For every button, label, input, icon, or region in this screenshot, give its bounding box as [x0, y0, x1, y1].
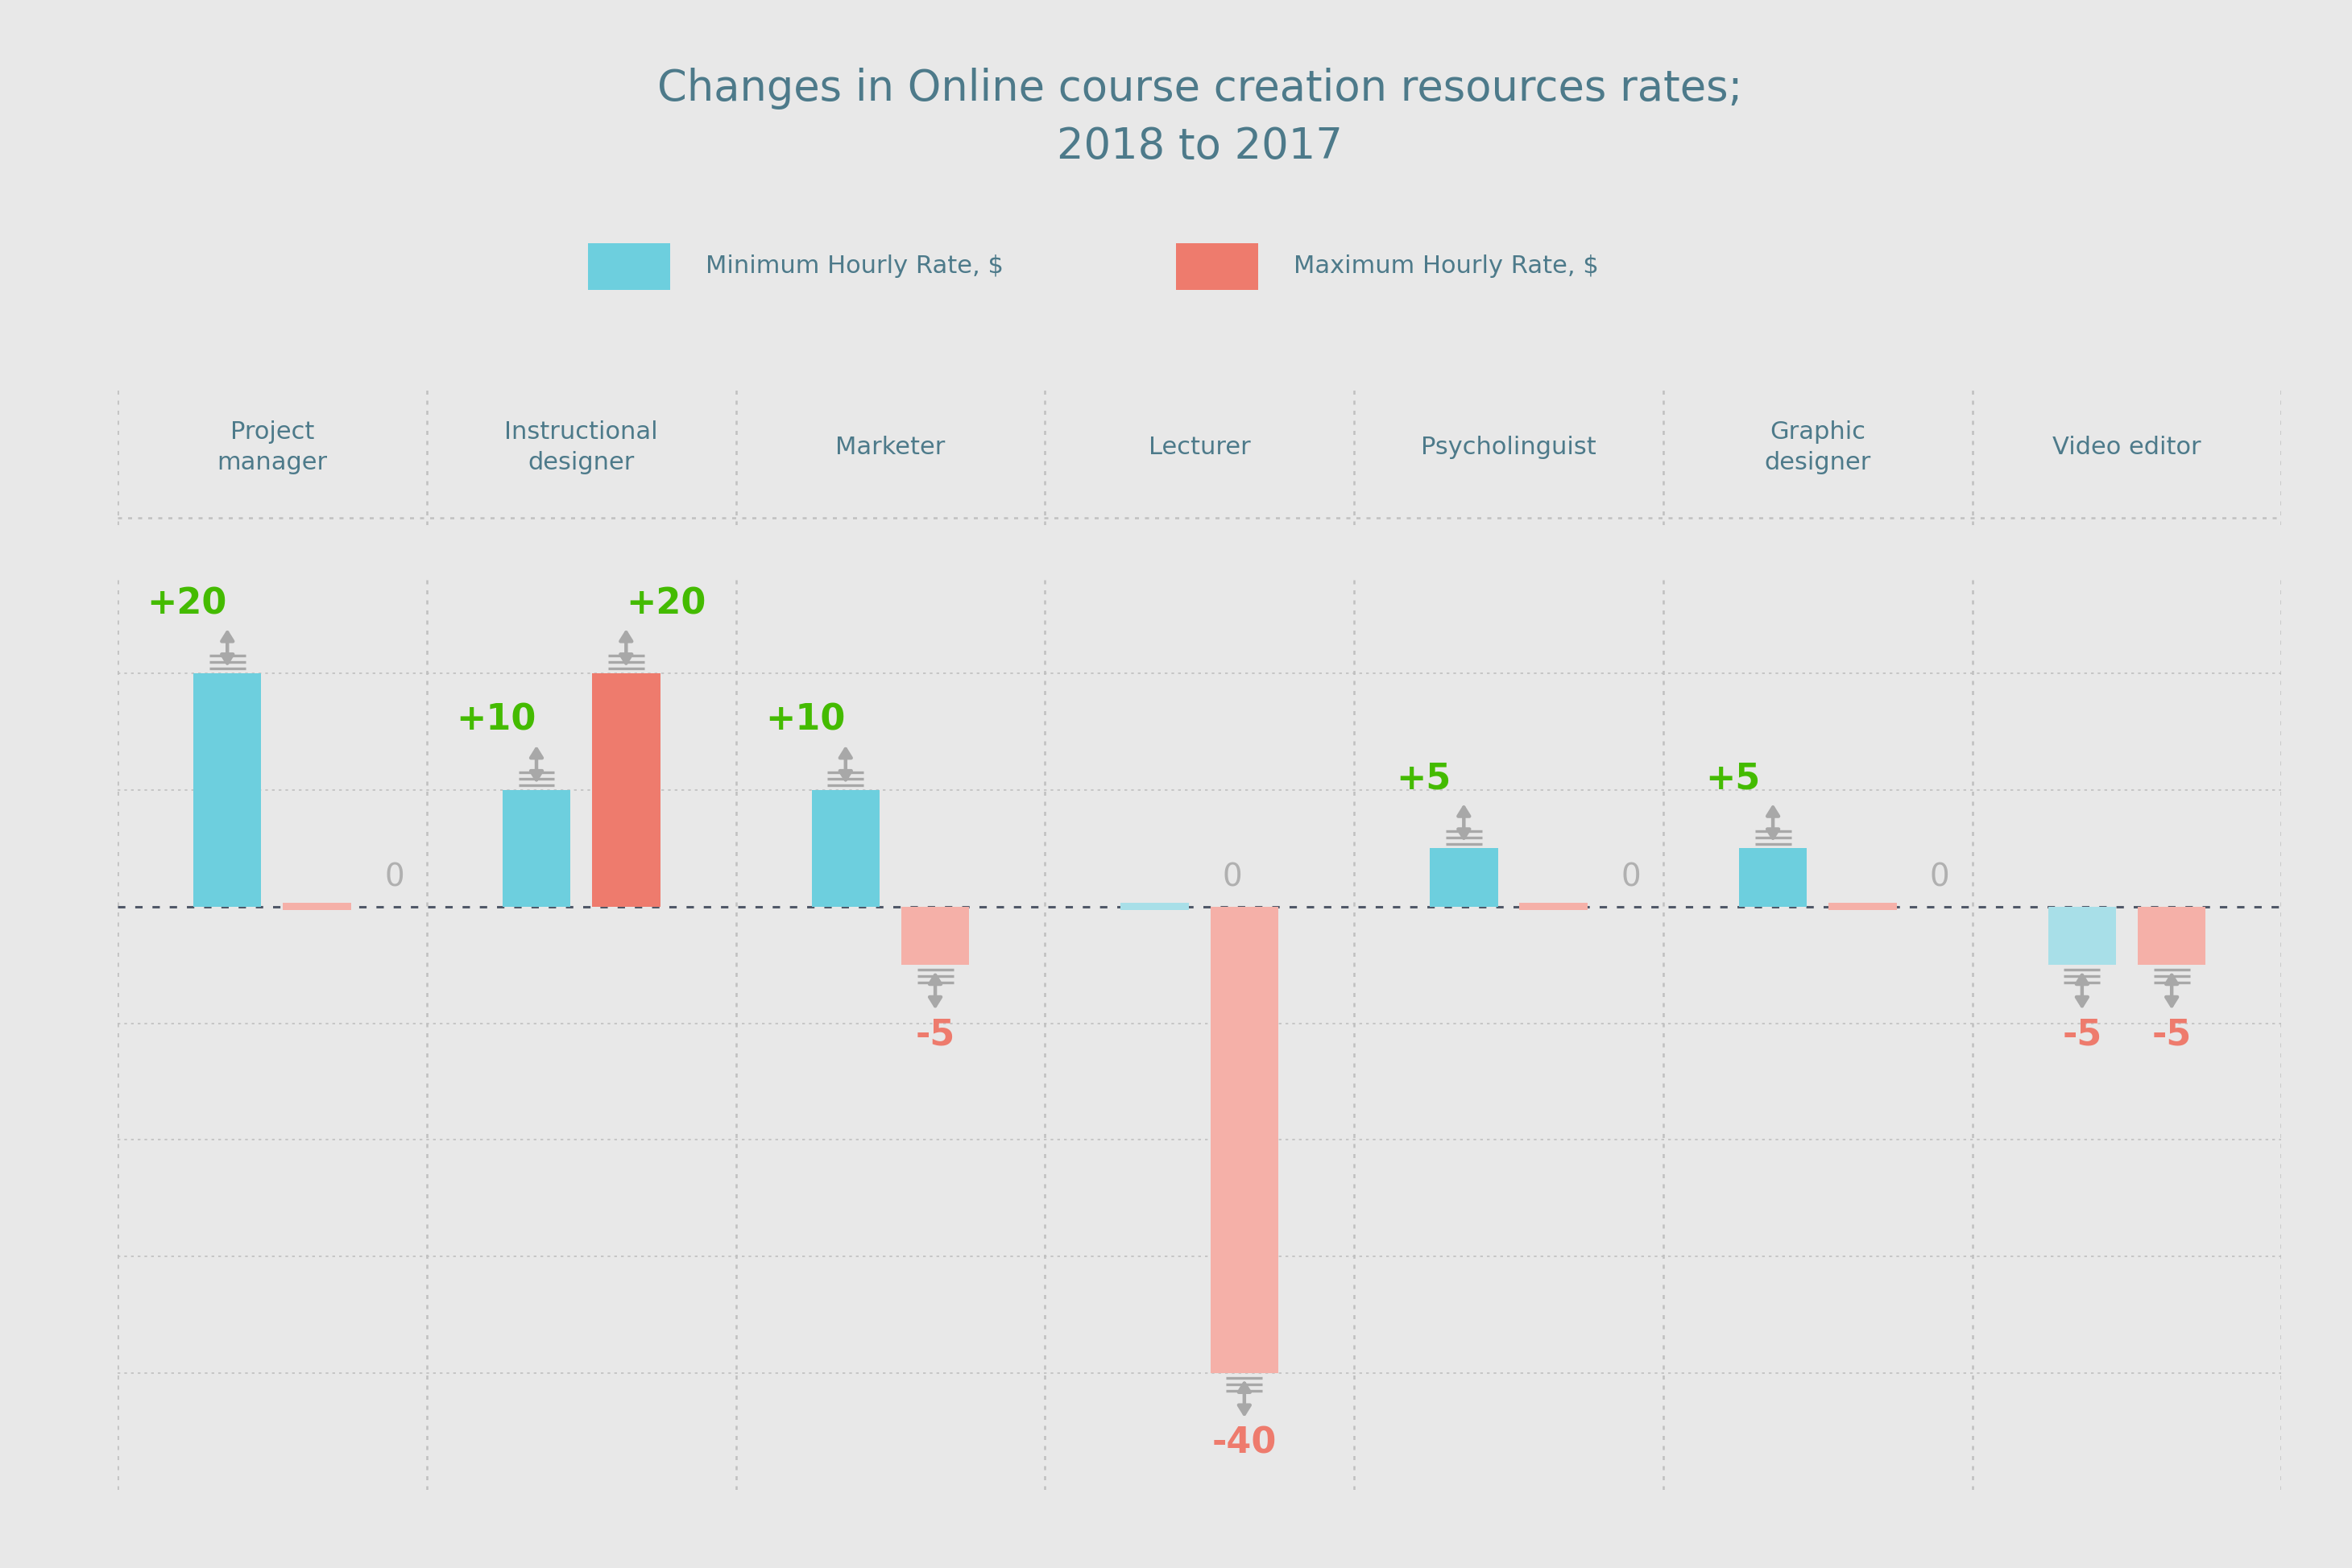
Text: Project
manager: Project manager: [216, 420, 327, 475]
Text: Minimum Hourly Rate, $: Minimum Hourly Rate, $: [706, 256, 1004, 278]
Bar: [282, 903, 350, 909]
FancyBboxPatch shape: [588, 243, 670, 290]
Bar: [1519, 903, 1588, 909]
Bar: [503, 790, 572, 906]
Bar: [1430, 848, 1498, 906]
Text: 0: 0: [1223, 862, 1242, 892]
Text: Graphic
designer: Graphic designer: [1764, 420, 1872, 475]
Bar: [811, 790, 880, 906]
Text: Psycholinguist: Psycholinguist: [1421, 436, 1597, 459]
Bar: [593, 673, 661, 906]
Bar: [1211, 906, 1279, 1374]
Bar: [1828, 903, 1896, 909]
Text: Marketer: Marketer: [835, 436, 946, 459]
Bar: [901, 906, 969, 964]
Text: -5: -5: [2152, 1018, 2192, 1052]
Text: Changes in Online course creation resources rates;
2018 to 2017: Changes in Online course creation resour…: [656, 67, 1743, 168]
Text: +10: +10: [456, 702, 536, 737]
Text: +20: +20: [626, 586, 706, 621]
Text: +20: +20: [148, 586, 228, 621]
Bar: [1738, 848, 1806, 906]
Text: 0: 0: [1621, 862, 1642, 892]
Text: Maximum Hourly Rate, $: Maximum Hourly Rate, $: [1294, 256, 1599, 278]
Text: -40: -40: [1211, 1425, 1277, 1460]
Bar: [2049, 906, 2117, 964]
Text: -5: -5: [915, 1018, 955, 1052]
Text: +5: +5: [1705, 760, 1759, 797]
Bar: [1120, 903, 1188, 909]
Text: Instructional
designer: Instructional designer: [506, 420, 659, 475]
Text: -5: -5: [2063, 1018, 2103, 1052]
Text: 0: 0: [383, 862, 405, 892]
Bar: [193, 673, 261, 906]
Text: +10: +10: [764, 702, 844, 737]
FancyBboxPatch shape: [1176, 243, 1258, 290]
Text: 0: 0: [1931, 862, 1950, 892]
Text: Lecturer: Lecturer: [1148, 436, 1251, 459]
Text: +5: +5: [1397, 760, 1451, 797]
Text: Video editor: Video editor: [2053, 436, 2201, 459]
Bar: [2138, 906, 2206, 964]
